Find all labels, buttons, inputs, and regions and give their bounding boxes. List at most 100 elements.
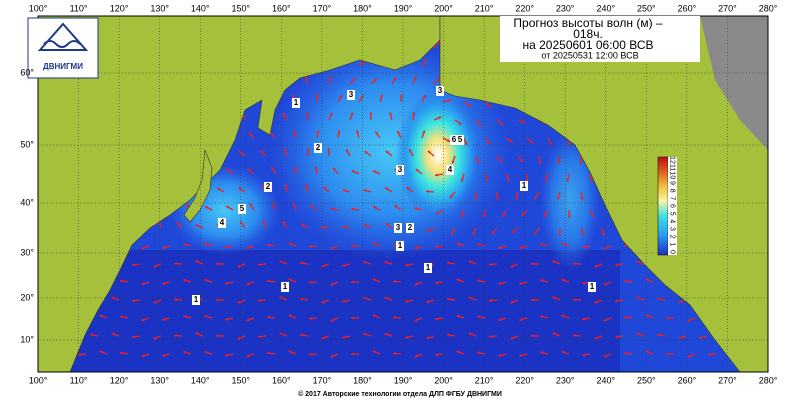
wave-arrow-head xyxy=(406,187,410,190)
lon-label-bottom: 120° xyxy=(110,375,129,385)
wave-arrow-head xyxy=(362,60,366,64)
axis-labels: 100°100°110°110°120°120°130°130°140°140°… xyxy=(20,3,777,385)
contour-label-bg xyxy=(396,165,404,175)
wave-arrow-head xyxy=(566,179,570,182)
colorbar-label: 7 xyxy=(669,196,676,200)
wave-arrow-head xyxy=(330,207,333,211)
wave-arrow-head xyxy=(372,314,376,318)
wave-arrow-head xyxy=(438,116,442,120)
wave-arrow-head xyxy=(337,130,341,133)
wave-arrow-head xyxy=(351,352,354,356)
wave-arrow-head xyxy=(581,232,585,236)
lon-label-bottom: 260° xyxy=(678,375,697,385)
wave-arrow-head xyxy=(477,279,481,283)
wave-arrow-head xyxy=(132,335,135,339)
wave-arrow-head xyxy=(294,166,298,169)
contour-label: 1 xyxy=(283,282,288,291)
wave-arrow-head xyxy=(333,167,336,171)
wave-arrow-head xyxy=(519,354,523,358)
wave-arrow-head xyxy=(339,95,343,99)
wave-arrow-head xyxy=(300,261,303,265)
lon-label-top: 270° xyxy=(718,3,737,13)
wave-arrow-head xyxy=(293,130,297,134)
lon-label-top: 220° xyxy=(515,3,534,13)
wave-arrow-head xyxy=(464,142,468,146)
wave-arrow-head xyxy=(279,260,283,264)
wave-arrow-head xyxy=(498,246,502,250)
wave-arrow-head xyxy=(309,352,312,356)
lon-label-top: 190° xyxy=(394,3,413,13)
header-valid: на 20250601 06:00 ВСВ xyxy=(523,38,654,52)
wave-arrow-head xyxy=(309,244,312,248)
wave-arrow-head xyxy=(384,332,388,336)
contour-label-bg xyxy=(520,181,528,191)
wave-arrow-head xyxy=(195,224,199,228)
wave-arrow-head xyxy=(292,202,296,206)
contour-label-bg xyxy=(218,218,226,228)
colorbar-label: 12 xyxy=(669,156,676,164)
wave-arrow-head xyxy=(447,139,451,142)
colorbar-label-bg xyxy=(668,157,677,255)
wave-arrow-head xyxy=(540,279,544,283)
wave-arrow-head xyxy=(321,300,325,304)
wave-arrow-head xyxy=(246,354,250,358)
swell-area xyxy=(540,130,600,270)
wave-arrow-head xyxy=(321,264,325,268)
wave-arrow-head xyxy=(687,318,691,322)
contour-label: 1 xyxy=(590,282,595,291)
graticule xyxy=(38,16,768,372)
wave-arrow-head xyxy=(436,211,440,215)
wave-arrow-head xyxy=(314,166,318,169)
wave-arrow-head xyxy=(246,318,250,322)
wave-arrow-head xyxy=(342,299,346,303)
wave-arrow-head xyxy=(603,246,607,250)
wave-arrow-head xyxy=(558,233,562,236)
contour-label: 2 xyxy=(408,223,413,232)
wave-arrow-head xyxy=(393,280,396,284)
wave-arrow-head xyxy=(478,123,481,127)
wave-arrow-head xyxy=(489,262,492,267)
land-masked xyxy=(700,16,768,150)
wave-arrow-head xyxy=(451,232,454,236)
wave-arrow-head xyxy=(426,300,430,304)
wave-arrow-head xyxy=(414,354,418,358)
wave-arrow-head xyxy=(364,151,368,155)
lon-label-bottom: 180° xyxy=(353,375,372,385)
wave-arrow-head xyxy=(323,186,326,190)
wave-arrow-head xyxy=(141,318,145,322)
wave-arrow-head xyxy=(363,224,367,227)
wave-arrow-head xyxy=(582,353,585,357)
contour-label-bg xyxy=(446,165,454,175)
wave-arrow-head xyxy=(468,332,472,336)
lon-label-top: 170° xyxy=(313,3,332,13)
wave-arrow-head xyxy=(468,260,472,264)
wave-arrow-head xyxy=(460,178,464,182)
wave-arrow-head xyxy=(666,316,669,320)
contour-label-bg xyxy=(450,135,458,145)
contour-label: 1 xyxy=(522,181,527,190)
contour-label: 5 xyxy=(240,204,245,213)
wave-arrow-head xyxy=(258,262,261,267)
wave-arrow-head xyxy=(594,300,598,304)
wave-arrow-head xyxy=(288,350,292,354)
wave-arrow-head xyxy=(282,113,286,117)
wave-arrow-head xyxy=(531,262,534,266)
wave-arrow-head xyxy=(271,166,274,170)
wave-arrow-head xyxy=(174,262,177,266)
land-america xyxy=(439,16,768,372)
wave-arrow-head xyxy=(279,332,283,336)
wave-arrow-head xyxy=(132,263,135,267)
wave-arrow-head xyxy=(309,280,312,284)
wave-arrow-head xyxy=(522,120,526,124)
lon-label-bottom: 230° xyxy=(556,375,575,385)
wave-arrow-head xyxy=(351,170,355,174)
wave-arrow-head xyxy=(426,336,430,340)
wave-arrow-head xyxy=(552,332,556,336)
wave-arrow-head xyxy=(329,112,333,116)
wave-arrow-head xyxy=(111,332,115,336)
colorbar-label: 6 xyxy=(669,204,676,208)
lon-label-top: 250° xyxy=(637,3,656,13)
wave-arrow-head xyxy=(509,139,513,143)
wave-arrow-head xyxy=(591,214,594,218)
